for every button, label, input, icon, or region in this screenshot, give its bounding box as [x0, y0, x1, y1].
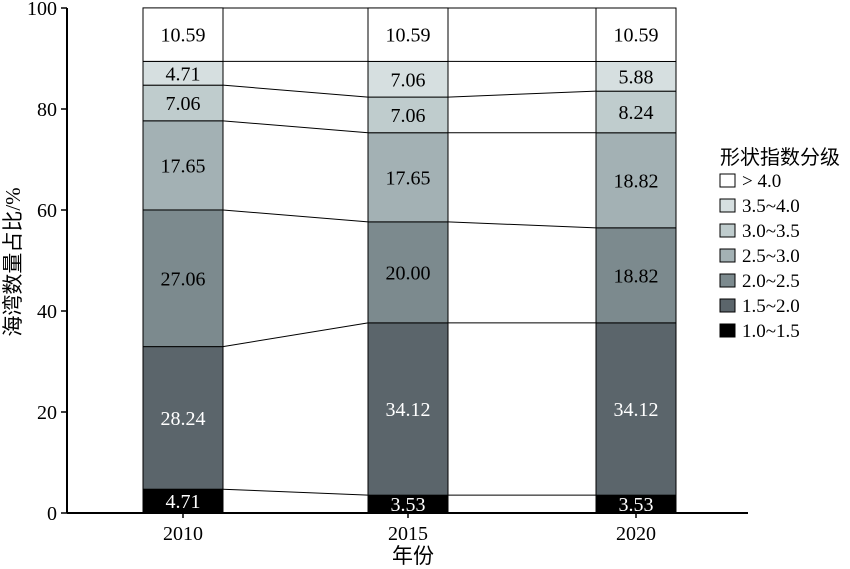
data-label: 17.65 — [161, 155, 206, 177]
connector-line — [447, 90, 597, 98]
data-label: 8.24 — [619, 102, 654, 124]
bar-segment — [367, 322, 449, 496]
legend-item-label: 2.0~2.5 — [742, 271, 800, 292]
bar-segment — [142, 84, 224, 122]
data-label: 28.24 — [161, 408, 206, 430]
legend: 形状指数分级> 4.0 3.5~4.0 3.0~3.5 2.5~3.0 2.0~2.5 1… — [719, 146, 840, 342]
data-label: 18.82 — [614, 265, 659, 287]
y-axis-label: 海湾数量占比/% — [1, 187, 25, 336]
legend-item-label: 1.0~1.5 — [742, 321, 800, 342]
data-label: 20.00 — [386, 262, 431, 284]
data-label: 4.71 — [166, 491, 201, 513]
bar-segment — [595, 322, 677, 496]
legend-item-label: 2.5~3.0 — [742, 246, 800, 267]
bar-segment — [142, 209, 224, 348]
y-tick-label: 40 — [37, 301, 57, 323]
legend-swatch — [719, 248, 736, 263]
legend-item-label: > 4.0 — [742, 171, 781, 192]
legend-swatch — [719, 198, 736, 213]
x-axis-label: 年份 — [392, 544, 434, 568]
x-tick-label: 2010 — [163, 523, 203, 545]
bar-segment — [595, 7, 677, 62]
data-label: 10.59 — [161, 25, 206, 47]
data-label: 3.53 — [391, 494, 426, 516]
y-tick-label: 100 — [27, 0, 57, 20]
legend-swatch — [719, 298, 736, 313]
bar-segment — [595, 132, 677, 229]
legend-swatch — [719, 273, 736, 288]
connector-line — [222, 322, 369, 348]
bar-segment — [142, 7, 224, 62]
data-label: 3.53 — [619, 494, 654, 516]
data-label: 10.59 — [614, 25, 659, 47]
plot-area: 4.71 3.53 3.53 28.24 34.12 34.12 27.06 20.00 18.… — [27, 0, 748, 545]
data-label: 4.71 — [166, 63, 201, 85]
y-tick-label: 20 — [37, 402, 57, 424]
data-label: 7.06 — [391, 105, 426, 127]
x-tick-label: 2020 — [616, 523, 656, 545]
legend-title: 形状指数分级 — [720, 146, 840, 169]
bar-segment — [367, 7, 449, 62]
legend-item-label: 1.5~2.0 — [742, 296, 800, 317]
data-label: 34.12 — [614, 399, 659, 421]
data-label: 17.65 — [386, 167, 431, 189]
y-tick-label: 60 — [37, 200, 57, 222]
legend-swatch — [719, 173, 736, 188]
bar-segment — [142, 346, 224, 490]
bar-segment — [142, 120, 224, 211]
x-tick-label: 2015 — [388, 523, 428, 545]
legend-item-label: 3.0~3.5 — [742, 221, 800, 242]
data-label: 34.12 — [386, 399, 431, 421]
connector-line — [222, 488, 369, 496]
data-label: 18.82 — [614, 170, 659, 192]
data-label: 10.59 — [386, 25, 431, 47]
connector-line — [222, 120, 369, 134]
data-label: 27.06 — [161, 268, 206, 290]
data-label: 7.06 — [391, 69, 426, 91]
y-tick-label: 80 — [37, 99, 57, 121]
connector-line — [222, 209, 369, 223]
bar-segment — [595, 90, 677, 134]
bar-segment — [595, 60, 677, 92]
y-tick-label: 0 — [47, 503, 57, 525]
bar-segment — [367, 96, 449, 134]
legend-swatch — [719, 323, 736, 338]
bar-segment — [367, 132, 449, 223]
data-label: 7.06 — [166, 93, 201, 115]
connector-line — [447, 221, 597, 229]
connector-line — [222, 84, 369, 98]
legend-swatch — [719, 223, 736, 238]
legend-item-label: 3.5~4.0 — [742, 196, 800, 217]
data-label: 5.88 — [619, 66, 654, 88]
